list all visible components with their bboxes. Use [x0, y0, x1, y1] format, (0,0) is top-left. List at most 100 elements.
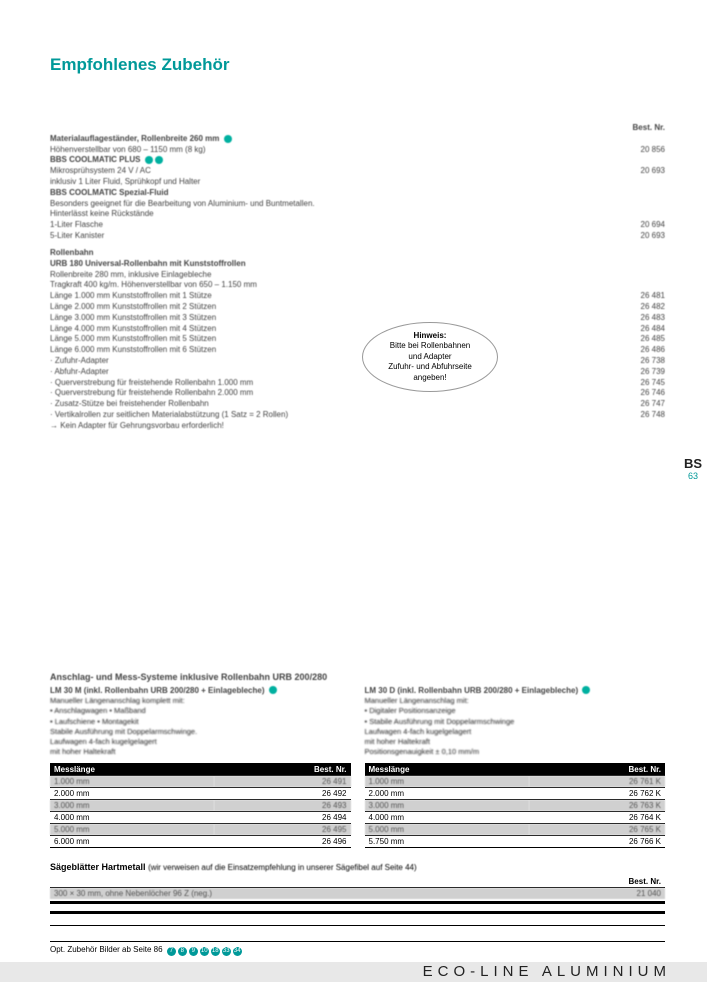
list-item: Länge 6.000 mm Kunststoffrollen mit 6 St…	[50, 345, 605, 356]
hint-line: Bitte bei Rollenbahnen	[375, 341, 485, 351]
bestnr: 26 745	[605, 378, 665, 389]
bestnr: 26 481	[605, 291, 665, 302]
list-item: · Zufuhr-Adapter	[50, 356, 605, 367]
desc-line: mit hoher Haltekraft	[50, 747, 351, 757]
hint-line: und Adapter	[375, 352, 485, 362]
col-head: LM 30 M (inkl. Rollenbahn URB 200/280 + …	[50, 686, 265, 695]
list-item: Länge 4.000 mm Kunststoffrollen mit 4 St…	[50, 324, 605, 335]
dot-icon	[145, 156, 153, 164]
bestnr: 26 748	[605, 410, 665, 421]
cell-bestnr: 26 491	[214, 776, 350, 788]
cell-length: 6.000 mm	[50, 836, 214, 848]
cell-bestnr: 26 496	[214, 836, 350, 848]
list-item: Länge 1.000 mm Kunststoffrollen mit 1 St…	[50, 291, 605, 302]
hint-title: Hinweis:	[375, 331, 485, 341]
desc-line: • Digitaler Positionsanzeige	[365, 706, 666, 716]
saw-table: Best. Nr. 300 × 30 mm, ohne Nebenlöcher …	[50, 876, 665, 899]
desc-line: Stabile Ausführung mit Doppelarmschwinge…	[50, 727, 351, 737]
cell-bestnr: 26 492	[214, 788, 350, 800]
dot-icon	[269, 686, 277, 694]
dot-icon	[224, 135, 232, 143]
desc-line: Manueller Längenanschlag komplett mit:	[50, 696, 351, 706]
desc-line: • Stabile Ausführung mit Doppelarmschwin…	[365, 717, 666, 727]
bestnr: 26 483	[605, 313, 665, 324]
badge-icon: 18	[211, 947, 220, 956]
brand-line: ECO-LINE ALUMINIUM	[0, 962, 707, 982]
table-row: 4.000 mm26 494	[50, 812, 351, 824]
opt-line: Opt. Zubehör Bilder ab Seite 86 78910183…	[50, 945, 242, 956]
th-bestnr: Best. Nr.	[214, 763, 350, 776]
bestnr: 26 747	[605, 399, 665, 410]
table-row: 1.000 mm26 491	[50, 776, 351, 788]
badge-icon: 9	[189, 947, 198, 956]
list-item: Länge 3.000 mm Kunststoffrollen mit 3 St…	[50, 313, 605, 324]
cell-length: 5.750 mm	[365, 836, 529, 848]
desc-line: Manueller Längenanschlag mit:	[365, 696, 666, 706]
table-row: 2.000 mm26 492	[50, 788, 351, 800]
cell-length: 2.000 mm	[365, 788, 529, 800]
bestnr: 26 738	[605, 356, 665, 367]
hint-bubble: Hinweis: Bitte bei Rollenbahnen und Adap…	[362, 322, 498, 392]
bestnr: 26 484	[605, 324, 665, 335]
dot-icon	[582, 686, 590, 694]
bestnr: 20 693	[605, 231, 665, 242]
bestnr: 20 693	[605, 166, 665, 177]
table-row: 5.000 mm26 765 K	[365, 824, 666, 836]
item-title: Materialauflageständer, Rollenbreite 260…	[50, 134, 219, 143]
table-row: 3.000 mm26 763 K	[365, 800, 666, 812]
list-item: · Vertikalrollen zur seitlichen Material…	[50, 410, 605, 421]
dot-icon	[155, 156, 163, 164]
cell-bestnr: 26 762 K	[529, 788, 665, 800]
cell-bestnr: 26 763 K	[529, 800, 665, 812]
saw-sub: (wir verweisen auf die Einsatzempfehlung…	[148, 863, 417, 872]
desc-line: mit hoher Haltekraft	[365, 737, 666, 747]
list-item: Länge 2.000 mm Kunststoffrollen mit 2 St…	[50, 302, 605, 313]
cell-length: 5.000 mm	[50, 824, 214, 836]
col-head: LM 30 D (inkl. Rollenbahn URB 200/280 + …	[365, 686, 579, 695]
table-row: 5.000 mm26 495	[50, 824, 351, 836]
item-line: Besonders geeignet für die Bearbeitung v…	[50, 199, 605, 210]
badge-icon: 8	[178, 947, 187, 956]
bestnr: 26 482	[605, 302, 665, 313]
desc-line: • Anschlagwagen • Maßband	[50, 706, 351, 716]
badge-icon: 33	[222, 947, 231, 956]
table-row: 3.000 mm26 493	[50, 800, 351, 812]
item-line: 1-Liter Flasche	[50, 220, 605, 231]
item-title: BBS COOLMATIC Spezial-Fluid	[50, 188, 605, 199]
measure-table-left: MesslängeBest. Nr. 1.000 mm26 4912.000 m…	[50, 763, 351, 848]
lower-title: Anschlag- und Mess-Systeme inklusive Rol…	[50, 672, 665, 682]
th-bestnr: Best. Nr.	[529, 763, 665, 776]
bestnr: 26 485	[605, 334, 665, 345]
cell-length: 4.000 mm	[50, 812, 214, 824]
section-title-rollenbahn: Rollenbahn	[50, 248, 665, 257]
cell-length: 3.000 mm	[365, 800, 529, 812]
hint-line: Zufuhr- und Abfuhrseite	[375, 362, 485, 372]
list-item: · Querverstrebung für freistehende Rolle…	[50, 378, 605, 389]
item-line: Hinterlässt keine Rückstände	[50, 209, 605, 220]
item-line: Rollenbreite 280 mm, inklusive Einlagebl…	[50, 270, 605, 281]
desc-line: • Laufschiene • Montagekit	[50, 717, 351, 727]
table-row: 2.000 mm26 762 K	[365, 788, 666, 800]
cell-length: 3.000 mm	[50, 800, 214, 812]
item-line: Mikrosprühsystem 24 V / AC	[50, 166, 605, 177]
th-bestnr: Best. Nr.	[50, 876, 665, 888]
cell-bestnr: 26 761 K	[529, 776, 665, 788]
item-line: inklusiv 1 Liter Fluid, Sprühkopf und Ha…	[50, 177, 605, 188]
desc-line: Laufwagen 4-fach kugelgelagert	[365, 727, 666, 737]
bestnr: 20 856	[605, 145, 665, 156]
measure-table-right: MesslängeBest. Nr. 1.000 mm26 761 K2.000…	[365, 763, 666, 848]
cell: 300 × 30 mm, ohne Nebenlöcher 96 Z (neg.…	[50, 888, 665, 899]
bestnr: 26 486	[605, 345, 665, 356]
bestnr: 26 739	[605, 367, 665, 378]
cell-bestnr: 26 764 K	[529, 812, 665, 824]
th-messlaenge: Messlänge	[50, 763, 214, 776]
cell-length: 5.000 mm	[365, 824, 529, 836]
hint-line: angeben!	[375, 373, 485, 383]
list-item: · Zusatz-Stütze bei freistehender Rollen…	[50, 399, 605, 410]
list-item: → Kein Adapter für Gehrungsvorbau erford…	[50, 421, 605, 432]
item-line: Höhenverstellbar von 680 – 1150 mm (8 kg…	[50, 145, 605, 156]
cell-bestnr: 26 766 K	[529, 836, 665, 848]
table-row: 6.000 mm26 496	[50, 836, 351, 848]
item-line: URB 180 Universal-Rollenbahn mit Kunstst…	[50, 259, 605, 270]
list-item: · Abfuhr-Adapter	[50, 367, 605, 378]
